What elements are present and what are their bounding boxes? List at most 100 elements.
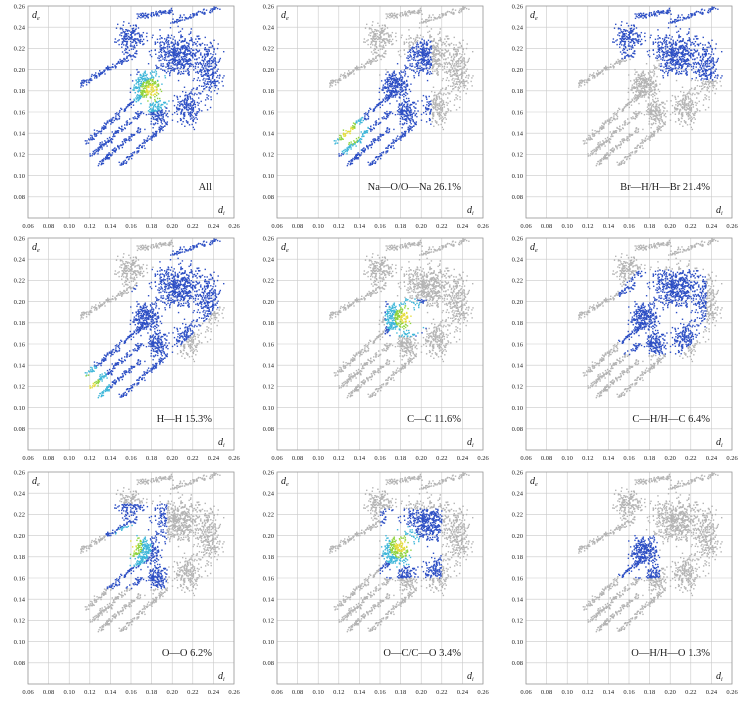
gray-point: [654, 71, 655, 72]
highlight-point: [201, 60, 202, 61]
gray-point: [452, 68, 453, 69]
highlight-point: [388, 88, 389, 89]
highlight-point: [198, 11, 199, 12]
highlight-point: [141, 83, 142, 84]
gray-point: [375, 49, 376, 50]
highlight-point: [429, 48, 430, 49]
highlight-point: [85, 143, 86, 144]
gray-point: [712, 83, 713, 84]
highlight-point: [373, 140, 374, 141]
highlight-point: [360, 142, 361, 143]
highlight-point: [415, 103, 416, 104]
highlight-point: [381, 80, 382, 81]
highlight-point: [171, 35, 172, 36]
gray-point: [441, 98, 442, 99]
highlight-point: [417, 54, 418, 55]
highlight-point: [385, 83, 386, 84]
highlight-point: [130, 99, 131, 100]
highlight-point: [350, 160, 351, 161]
highlight-point: [135, 92, 136, 93]
highlight-point: [177, 48, 178, 49]
gray-point: [447, 64, 448, 65]
x-tick-label: 0.16: [125, 223, 137, 230]
gray-point: [329, 83, 330, 84]
highlight-point: [182, 17, 183, 18]
gray-point: [442, 116, 443, 117]
gray-point: [656, 76, 657, 77]
highlight-point: [205, 78, 206, 79]
highlight-point: [159, 38, 160, 39]
highlight-point: [177, 121, 178, 122]
highlight-point: [355, 145, 356, 146]
highlight-point: [183, 14, 184, 15]
highlight-point: [387, 84, 388, 85]
highlight-point: [392, 113, 393, 114]
x-tick-label: 0.12: [84, 223, 95, 230]
gray-point: [461, 69, 462, 70]
highlight-point: [414, 55, 415, 56]
highlight-point: [387, 97, 388, 98]
highlight-point: [170, 59, 171, 60]
highlight-point: [208, 73, 209, 74]
highlight-point: [162, 58, 163, 59]
highlight-point: [130, 56, 131, 57]
highlight-point: [165, 52, 166, 53]
gray-point: [453, 71, 454, 72]
highlight-point: [208, 63, 209, 64]
gray-point: [454, 99, 455, 100]
gray-point: [458, 81, 459, 82]
highlight-point: [161, 112, 162, 113]
gray-point: [444, 122, 445, 123]
gray-point: [411, 11, 412, 12]
highlight-point: [130, 25, 131, 26]
highlight-point: [342, 139, 343, 140]
highlight-point: [86, 79, 87, 80]
y-tick-label: 0.12: [14, 152, 25, 159]
highlight-point: [137, 72, 138, 73]
gray-point: [709, 99, 710, 100]
highlight-point: [152, 112, 153, 113]
highlight-point: [160, 35, 161, 36]
highlight-point: [142, 76, 143, 77]
highlight-point: [208, 98, 209, 99]
highlight-point: [94, 134, 95, 135]
highlight-point: [123, 21, 124, 22]
highlight-point: [95, 152, 96, 153]
highlight-point: [155, 119, 156, 120]
highlight-point: [149, 111, 150, 112]
highlight-point: [186, 55, 187, 56]
highlight-point: [162, 41, 163, 42]
highlight-point: [193, 15, 194, 16]
gray-point: [423, 21, 424, 22]
highlight-point: [190, 31, 191, 32]
highlight-point: [147, 85, 148, 86]
gray-point: [391, 36, 392, 37]
gray-point: [451, 65, 452, 66]
highlight-point: [208, 47, 209, 48]
highlight-point: [222, 85, 223, 86]
highlight-point: [189, 16, 190, 17]
highlight-point: [155, 41, 156, 42]
gray-point: [347, 73, 348, 74]
highlight-point: [187, 112, 188, 113]
highlight-point: [124, 162, 125, 163]
highlight-point: [409, 125, 410, 126]
gray-point: [638, 103, 639, 104]
gray-point: [459, 81, 460, 82]
highlight-point: [90, 80, 91, 81]
highlight-point: [92, 139, 93, 140]
highlight-point: [368, 111, 369, 112]
gray-point: [446, 51, 447, 52]
highlight-point: [99, 161, 100, 162]
highlight-point: [341, 153, 342, 154]
highlight-point: [177, 99, 178, 100]
highlight-point: [146, 36, 147, 37]
highlight-point: [129, 37, 130, 38]
highlight-point: [196, 113, 197, 114]
gray-point: [457, 63, 458, 64]
highlight-point: [420, 55, 421, 56]
highlight-point: [154, 96, 155, 97]
gray-point: [391, 13, 392, 14]
highlight-point: [168, 40, 169, 41]
highlight-point: [98, 165, 99, 166]
